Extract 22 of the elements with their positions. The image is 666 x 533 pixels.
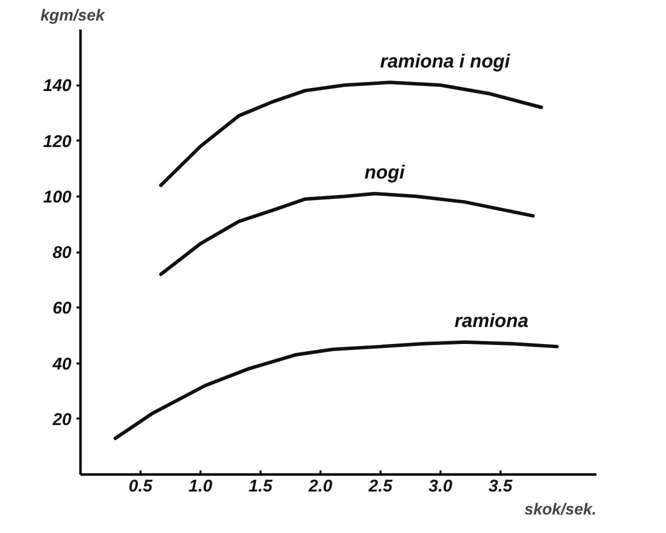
y-axis-title: kgm/sek [40,8,106,24]
y-tick-label: 120 [43,132,72,151]
line-series [114,340,559,440]
series-label: ramiona [454,311,529,332]
line-series [159,80,544,187]
y-tick-label: 20 [52,410,72,429]
line-series [159,192,535,276]
series-label: nogi [364,162,406,184]
x-tick-label: 3.0 [428,476,453,496]
y-tick-label: 140 [43,76,72,96]
x-tick-label: 1.5 [248,476,273,496]
series-label: ramiona i nogi [380,51,511,72]
x-tick-label: 0.5 [128,476,153,496]
y-tick-label: 40 [52,354,72,374]
y-tick-label: 100 [43,187,72,206]
y-tick-label: 60 [52,298,72,318]
x-tick-label: 2.0 [308,476,333,496]
y-tick-label: 80 [52,243,72,262]
x-tick-label: 3.5 [488,476,513,496]
x-axis-title: skok/sek. [524,502,597,518]
x-tick-label: 1.0 [188,476,213,496]
x-tick-label: 2.5 [368,476,393,496]
